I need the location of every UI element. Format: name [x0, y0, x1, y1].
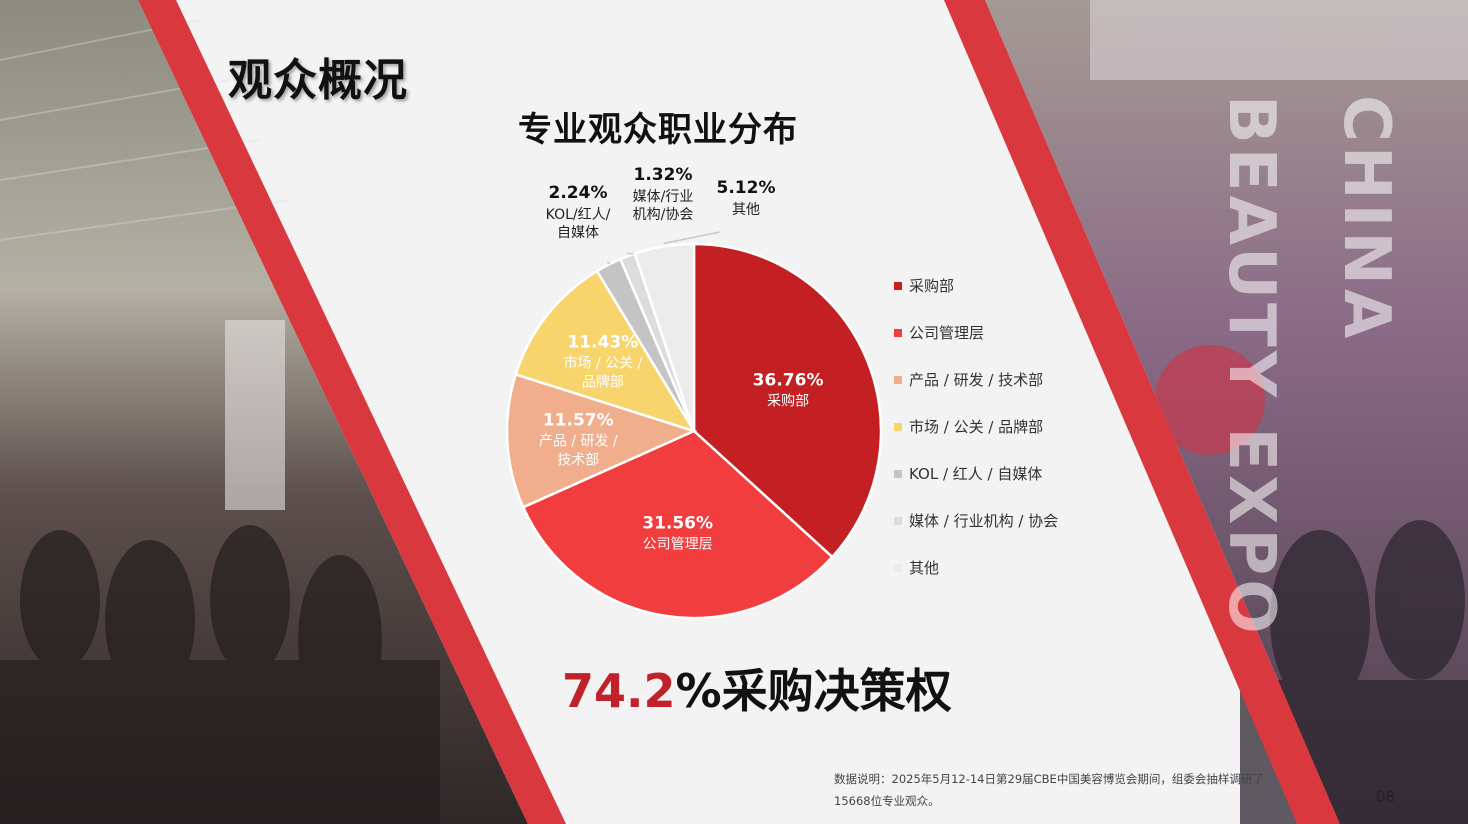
headline-percent: 74.2	[562, 664, 676, 718]
pie-label-3: 11.43% 市场 / 公关 / 品牌部	[563, 332, 642, 390]
chart-title: 专业观众职业分布	[518, 110, 798, 150]
chart-legend: 采购部公司管理层产品 / 研发 / 技术部 市场 / 公关 / 品牌部 KOL / …	[894, 262, 1058, 591]
section-title: 观众概况	[228, 55, 408, 106]
pie-label-2: 11.57% 产品 / 研发 / 技术部	[539, 411, 618, 469]
pie-value-label-5: 1.32%	[634, 165, 693, 185]
pie-slice-1	[521, 429, 834, 620]
legend-swatch-6	[894, 563, 902, 572]
vertical-brand-text: CHINA BEAUTY EXPO	[1214, 95, 1403, 638]
legend-swatch-0	[894, 281, 902, 290]
pie-category-label-2: 技术部	[557, 453, 599, 469]
pie-value-label-1: 31.56%	[642, 514, 713, 534]
pie-category-label-3: 市场 / 公关 /	[563, 354, 642, 371]
brand-line2: BEAUTY EXPO	[1214, 95, 1288, 638]
legend-item-3: 市场 / 公关 / 品牌部	[894, 403, 1058, 450]
pie-category-label-6: 其他	[732, 202, 760, 218]
pie-value-label-0: 36.76%	[753, 370, 824, 390]
pie-category-label-1: 公司管理层	[643, 537, 713, 553]
pie-slice-0	[692, 242, 883, 559]
pie-value-label-2: 11.57%	[543, 411, 614, 431]
legend-label-5: 媒体 / 行业机构 / 协会	[909, 512, 1059, 530]
pie-slice-3	[514, 269, 697, 434]
legend-label-6: 其他	[909, 559, 940, 577]
legend-swatch-4	[894, 469, 902, 478]
pie-value-label-4: 2.24%	[549, 183, 608, 203]
legend-label-3: 市场 / 公关 / 品牌部	[909, 418, 1044, 436]
pie-category-label-3: 品牌部	[582, 373, 624, 390]
legend-label-0: 采购部	[909, 277, 955, 295]
pie-leader-line-5	[626, 252, 636, 255]
pie-category-label-4: KOL/红人/	[546, 207, 611, 223]
footnote: 数据说明：2025年5月12-14日第29届CBE中国美容博览会期间，组委会抽样…	[834, 772, 1264, 808]
legend-item-2: 产品 / 研发 / 技术部	[894, 356, 1058, 403]
pie-label-1: 31.56% 公司管理层	[642, 514, 713, 553]
legend-item-4: KOL / 红人 / 自媒体	[894, 450, 1058, 497]
brand-line1: CHINA	[1329, 95, 1403, 342]
legend-item-0: 采购部	[894, 262, 1058, 309]
pie-label-5: 1.32% 媒体/行业机构/协会	[626, 165, 694, 255]
pie-category-label-4: 自媒体	[557, 225, 599, 241]
page-number: 08	[1376, 788, 1396, 806]
legend-label-1: 公司管理层	[909, 324, 985, 342]
pie-label-0: 36.76% 采购部	[753, 370, 824, 409]
pie-value-label-3: 11.43%	[567, 332, 638, 352]
legend-swatch-3	[894, 422, 902, 431]
legend-swatch-2	[894, 375, 902, 384]
legend-item-1: 公司管理层	[894, 309, 1058, 356]
legend-item-5: 媒体 / 行业机构 / 协会	[894, 497, 1058, 544]
legend-label-2: 产品 / 研发 / 技术部	[909, 371, 1044, 389]
pie-category-label-2: 产品 / 研发 /	[539, 434, 618, 450]
legend-swatch-1	[894, 328, 902, 337]
pie-category-label-5: 机构/协会	[633, 207, 694, 223]
pie-category-label-5: 媒体/行业	[633, 189, 694, 205]
pie-category-label-0: 采购部	[767, 393, 809, 409]
pie-value-label-6: 5.12%	[717, 178, 776, 198]
legend-item-6: 其他	[894, 544, 1058, 591]
pie-leader-line-4	[606, 261, 611, 265]
headline: 74.2%采购决策权	[562, 655, 952, 721]
legend-label-4: KOL / 红人 / 自媒体	[909, 465, 1043, 483]
legend-swatch-5	[894, 516, 902, 525]
pie-label-6: 5.12% 其他	[663, 178, 776, 245]
pie-slice-2	[505, 372, 698, 509]
headline-text: %采购决策权	[675, 664, 952, 718]
pie-slice-6	[633, 242, 696, 432]
pie-label-4: 2.24% KOL/红人/自媒体	[546, 183, 611, 265]
pie-leader-line-6	[663, 231, 721, 245]
